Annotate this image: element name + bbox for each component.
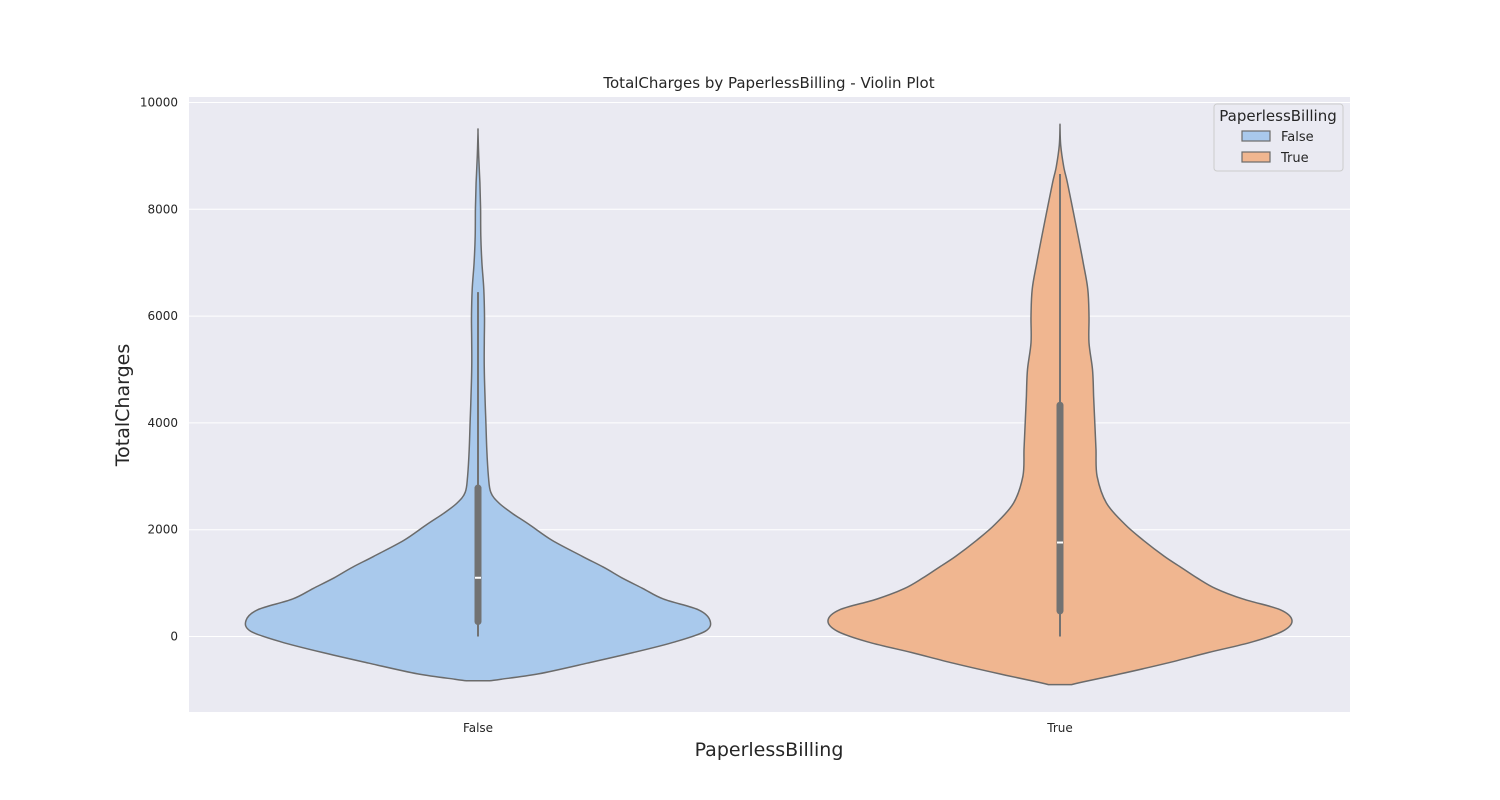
y-tick-label-2: 4000	[147, 416, 178, 430]
y-tick-label-4: 8000	[147, 202, 178, 216]
y-tick-label-0: 0	[170, 630, 178, 644]
chart-title: TotalCharges by PaperlessBilling - Violi…	[602, 74, 934, 92]
legend-swatch-false	[1241, 130, 1271, 142]
y-tick-label-5: 10000	[140, 96, 178, 110]
legend-swatch-true	[1241, 151, 1271, 163]
y-tick-label-3: 6000	[147, 309, 178, 323]
legend-label-false: False	[1281, 130, 1314, 145]
y-axis-title: TotalCharges	[112, 344, 134, 467]
legend-label-true: True	[1280, 151, 1309, 166]
x-axis-title: PaperlessBilling	[695, 739, 844, 761]
x-tick-label-1: True	[1046, 721, 1073, 735]
x-tick-labels: False True	[463, 721, 1073, 735]
violin-true	[827, 123, 1293, 686]
y-tick-labels: 0 2000 4000 6000 8000 10000	[140, 96, 178, 644]
violin-false	[244, 128, 712, 682]
x-tick-label-0: False	[463, 721, 493, 735]
legend-title: PaperlessBilling	[1219, 107, 1337, 125]
violins	[244, 123, 1293, 686]
y-tick-label-1: 2000	[147, 523, 178, 537]
legend: PaperlessBilling False True	[1213, 103, 1344, 172]
